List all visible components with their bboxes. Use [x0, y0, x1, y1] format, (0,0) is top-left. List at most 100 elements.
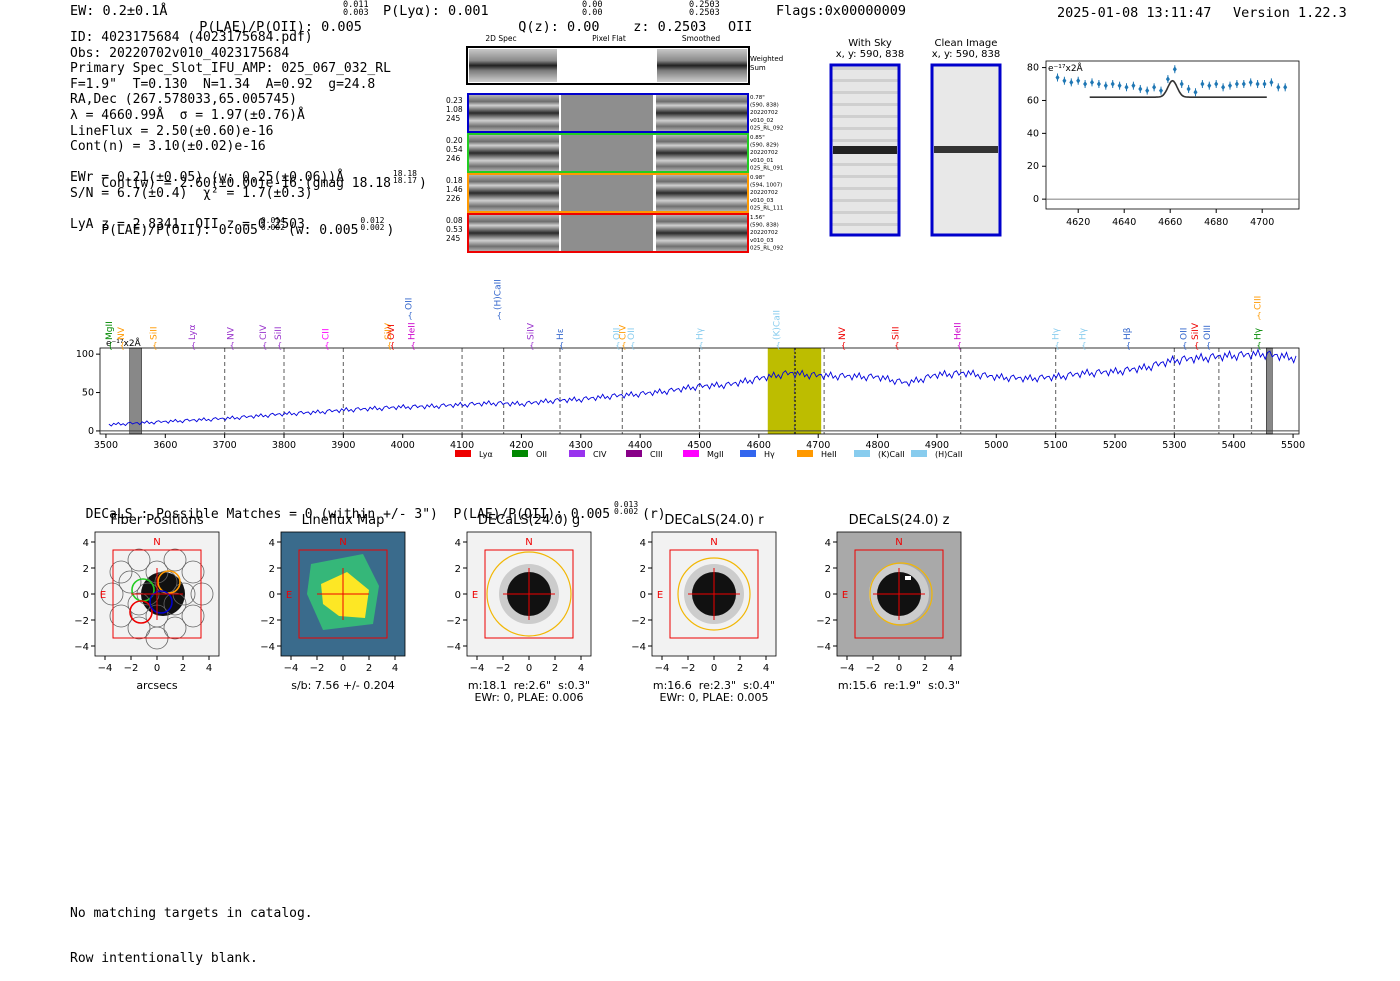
info-plae-w: (w: 0.005: [287, 223, 359, 239]
zoom-data-point: [1214, 81, 1219, 88]
zoom-data-point: [1255, 81, 1260, 88]
zoom-data-point: [1234, 81, 1239, 88]
cutout-ytick-label: −2: [816, 616, 831, 627]
spectrum-xtick-label: 4400: [628, 440, 652, 451]
spectrum-line-label: CIV: [618, 324, 628, 340]
spectrum-xtick-label: 5300: [1162, 440, 1186, 451]
zoom-data-point: [1110, 81, 1115, 88]
aperture-ellipse: [869, 562, 933, 626]
spectrum-xtick-label: 3500: [94, 440, 118, 451]
spectrum-ytick-label: 0: [88, 426, 94, 437]
info-sn: S/N = 6.7(±0.4) χ² = 1.7(±0.3): [70, 185, 313, 201]
fiber-highlight-circle: [149, 590, 173, 614]
cutout-ytick-label: 4: [269, 538, 275, 549]
fiber-row-meta: v010_03: [750, 198, 774, 204]
info-plae-value: P(LAE)/P(OII): 0.005: [101, 223, 258, 239]
spectrum-line-label-brace: {: [1194, 341, 1199, 350]
zoom-ytick-label: 40: [1027, 128, 1039, 139]
cutout-ytick-label: −2: [260, 616, 275, 627]
spectrum-xtick-label: 4200: [509, 440, 533, 451]
spectrum-ytick-label: 100: [76, 349, 94, 360]
spectrum-legend-label: CIII: [650, 450, 663, 459]
info-primary: Primary Spec_Slot_IFU_AMP: 025_067_032_R…: [70, 61, 391, 77]
spectrum-line-label: SiII: [891, 326, 901, 340]
info-contw: Cont(w) = 2.60(±0.00)e-16 (gmag 18.1818.…: [70, 155, 427, 192]
cutout-ytick-label: 4: [455, 538, 461, 549]
zoom-xtick-label: 4660: [1158, 217, 1182, 228]
cutout-xtick-label: −2: [496, 663, 511, 674]
info-plae-up: 0.014: [260, 216, 285, 226]
zoom-data-point: [1103, 82, 1108, 89]
fiber-row-2dspec: [469, 214, 559, 252]
zoom-data-point: [1124, 84, 1129, 91]
cutout-image: N E 4 2 0 −2 −4 −4 −2 0 2 4: [260, 531, 406, 674]
zoom-data-point: [1096, 81, 1101, 88]
cutout-ytick-label: −4: [74, 642, 89, 653]
spectrum-xtick-label: 3700: [213, 440, 237, 451]
cutout-caption: m:15.6 re:1.9" s:0.3": [837, 679, 961, 692]
spectrum-unit-label: e⁻¹⁷x2Å: [106, 337, 142, 349]
spectrum-line-label: CII: [322, 328, 332, 340]
east-label: E: [286, 590, 292, 601]
spectrum-legend-label: MgII: [707, 450, 724, 459]
spectrum-line-label: Hγ: [1253, 327, 1263, 340]
header-version: Version 1.22.3: [1233, 5, 1347, 21]
cutout-xtick-label: 2: [737, 663, 743, 674]
zoom-data-point: [1076, 77, 1081, 84]
cutout-xtick-label: −4: [840, 663, 855, 674]
cutout-xtick-label: −4: [470, 663, 485, 674]
spectrum-line-label-brace: {: [152, 341, 157, 350]
fiber-circle: [181, 560, 205, 584]
clean-coords: x, y: 590, 838: [931, 49, 1001, 60]
zoom-spectrum-chart: e⁻¹⁷x2Å 4620 4640 4660 4680 4700 0 20 40 60 80: [1027, 60, 1300, 228]
header-qz: Q(z): 0.00 0.00 0.00: [502, 0, 603, 35]
cutout-ytick-label: −4: [816, 642, 831, 653]
cutout-xtick-label: 2: [366, 663, 372, 674]
spectrum-line: [108, 348, 1297, 427]
info-params: F=1.9" T=0.130 N=1.34 A=0.92 g=24.8: [70, 76, 376, 92]
cutout-xtick-label: 4: [578, 663, 584, 674]
cutout-ytick-label: −2: [631, 616, 646, 627]
spectrum-line-label-brace: {: [630, 341, 635, 350]
fiber-row-stat: 226: [446, 194, 461, 203]
fiber-row-stat: 246: [446, 154, 461, 163]
info-plae-w-up: 0.012: [360, 216, 385, 226]
clean-title: Clean Image: [934, 38, 998, 49]
fiber-row-smoothed: [656, 214, 748, 252]
spectrum-line-label: HeII: [954, 322, 964, 340]
cutout-ytick-label: −4: [260, 642, 275, 653]
header-ew: EW: 0.2±0.1Å: [70, 3, 168, 19]
zoom-data-point: [1207, 82, 1212, 89]
zoom-model-curve: [1089, 79, 1267, 98]
info-obs: Obs: 20220702v010_4023175684: [70, 45, 290, 61]
header-qz-up: 0.00: [582, 0, 603, 10]
cutout-ytick-label: −4: [631, 642, 646, 653]
spectrum-xtick-label: 4000: [391, 440, 415, 451]
info-lineflux: LineFlux = 2.50(±0.60)e-16: [70, 123, 274, 139]
fiber-row-stat: 1.46: [446, 185, 463, 194]
header-plya: P(Lyα): 0.001: [383, 3, 489, 19]
info-contw-value: Cont(w) = 2.60(±0.00)e-16 (gmag 18.18: [101, 176, 391, 192]
spectrum-xtick-label: 4900: [925, 440, 949, 451]
aperture-ellipse: [677, 557, 751, 631]
spectrum-line-label: OII: [612, 328, 622, 340]
aperture-box: [854, 549, 944, 639]
spectrum-line-label: MgII: [105, 321, 115, 340]
zoom-ytick-label: 20: [1027, 161, 1039, 172]
cutout-ytick-label: 2: [640, 564, 646, 575]
zoom-data-point: [1117, 82, 1122, 89]
fiber-circle: [181, 604, 205, 628]
info-plae-dn: 0.002: [260, 223, 285, 233]
cutout-image: N E 4 2 0 −2 −4 −4 −2 0 2 4: [816, 531, 962, 674]
fiber-highlight-circle: [129, 600, 153, 624]
weighted-sum-2d: [469, 49, 557, 82]
cutout-ytick-label: 4: [825, 538, 831, 549]
fiber-circle: [100, 582, 124, 606]
fiber-row-meta: 025_RL_092: [750, 125, 783, 131]
cutout-title: Lineflux Map: [301, 513, 385, 528]
spectrum-line-label-brace: {: [621, 341, 626, 350]
spectrum-line-label: SiIV: [1191, 322, 1201, 340]
fiber-row-meta: v010_01: [750, 158, 774, 164]
